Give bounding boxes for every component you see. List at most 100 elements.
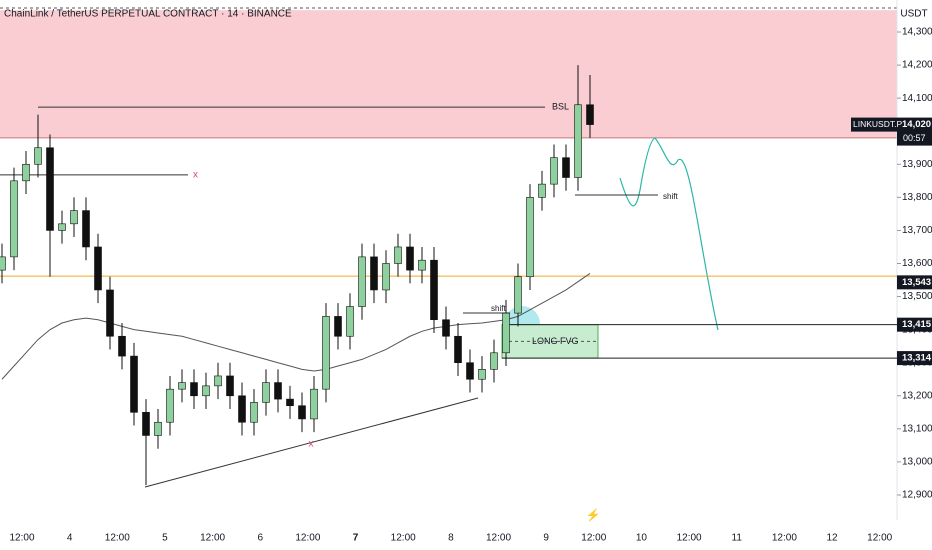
x-tick-label: 6 bbox=[257, 533, 263, 544]
fvg-label: LONG FVG bbox=[532, 336, 579, 346]
candle-body bbox=[418, 259, 426, 271]
x-tick-label: 9 bbox=[543, 533, 549, 544]
candle-body bbox=[34, 147, 42, 165]
x-tick-label: 12:00 bbox=[9, 533, 34, 544]
x-level-label: x bbox=[193, 170, 198, 181]
price-label-box bbox=[897, 117, 932, 146]
candle-body bbox=[286, 398, 294, 407]
candle-body bbox=[166, 388, 174, 423]
price-label: 14,020 bbox=[902, 119, 931, 130]
moving-average bbox=[1, 273, 591, 380]
x-tick-label: 12:00 bbox=[200, 533, 225, 544]
x-tick-label: 7 bbox=[353, 533, 359, 544]
y-tick-label: 13,100 bbox=[902, 423, 932, 434]
x-tick-label: 10 bbox=[636, 533, 648, 544]
y-tick-label: 13,700 bbox=[902, 225, 932, 236]
candle-body bbox=[298, 405, 306, 420]
price-label: 13,415 bbox=[902, 319, 932, 330]
candle-body bbox=[238, 395, 246, 423]
candle-body bbox=[154, 421, 162, 436]
y-tick-label: 13,500 bbox=[902, 291, 932, 302]
candle-body bbox=[190, 382, 198, 397]
trend-label: x bbox=[309, 439, 314, 450]
candle-body bbox=[82, 210, 90, 248]
candle-body bbox=[478, 369, 486, 380]
candle-body bbox=[250, 402, 258, 423]
candle-body bbox=[310, 388, 318, 420]
candle-body bbox=[58, 223, 66, 231]
x-tick-label: 12:00 bbox=[486, 533, 511, 544]
symbol-label: LINKUSDT.P bbox=[853, 119, 902, 129]
y-tick-label: 12,900 bbox=[902, 490, 932, 501]
candle-body bbox=[382, 263, 390, 291]
bsl-label: BSL bbox=[552, 101, 569, 111]
candle-body bbox=[322, 316, 330, 390]
candle-body bbox=[538, 183, 546, 198]
candle-body bbox=[574, 104, 582, 178]
candle-body bbox=[142, 412, 150, 436]
candle-body bbox=[466, 362, 474, 380]
candle-body bbox=[430, 259, 438, 321]
candle-body bbox=[94, 246, 102, 291]
candle-body bbox=[454, 335, 462, 364]
shift-label: shift bbox=[663, 192, 678, 201]
y-tick-label: 14,300 bbox=[902, 27, 932, 38]
x-tick-label: 12:00 bbox=[867, 533, 892, 544]
x-tick-label: 12:00 bbox=[295, 533, 320, 544]
candle-body bbox=[178, 382, 186, 390]
y-tick-label: 13,200 bbox=[902, 390, 932, 401]
candle-body bbox=[502, 312, 510, 354]
y-tick-label: 13,600 bbox=[902, 258, 932, 269]
y-tick-label: 13,800 bbox=[902, 192, 932, 203]
supply-zone bbox=[0, 10, 897, 138]
candle-body bbox=[262, 382, 270, 403]
chart-title: ChainLink / TetherUS PERPETUAL CONTRACT … bbox=[4, 9, 292, 20]
candle-body bbox=[226, 375, 234, 397]
candle-body bbox=[130, 355, 138, 413]
candle-body bbox=[550, 157, 558, 185]
x-tick-label: 8 bbox=[448, 533, 454, 544]
candle-body bbox=[394, 246, 402, 264]
x-tick-label: 12:00 bbox=[105, 533, 130, 544]
candle-body bbox=[118, 335, 126, 357]
background bbox=[0, 10, 897, 139]
trend-line bbox=[144, 397, 479, 488]
price-label: 13,543 bbox=[902, 277, 931, 288]
x-tick-label: 12:00 bbox=[772, 533, 797, 544]
candle-body bbox=[442, 319, 450, 337]
countdown-label: 00:57 bbox=[903, 133, 926, 143]
y-tick-label: 13,900 bbox=[902, 159, 932, 170]
projection-path bbox=[619, 137, 719, 331]
candle-body bbox=[490, 352, 498, 370]
candle-body bbox=[586, 104, 594, 125]
candle-body bbox=[406, 246, 414, 271]
candle-body bbox=[514, 276, 522, 314]
x-tick-label: 11 bbox=[732, 533, 743, 544]
candle-body bbox=[202, 385, 210, 397]
candle-body bbox=[0, 256, 6, 271]
candle-body bbox=[526, 197, 534, 278]
candle-body bbox=[334, 316, 342, 337]
x-tick-label: 12:00 bbox=[581, 533, 606, 544]
currency-label: USDT bbox=[900, 9, 927, 20]
candle-body bbox=[562, 157, 570, 178]
candle-body bbox=[346, 306, 354, 337]
candle-body bbox=[370, 256, 378, 291]
candle-body bbox=[214, 375, 222, 387]
candle-body bbox=[46, 147, 54, 231]
candle-body bbox=[70, 210, 78, 225]
candle-body bbox=[22, 163, 30, 182]
candle-body bbox=[106, 289, 114, 337]
event-icon: ⚡ bbox=[586, 508, 601, 522]
x-tick-label: 12:00 bbox=[391, 533, 416, 544]
x-tick-label: 5 bbox=[162, 533, 168, 544]
price-label-box bbox=[897, 351, 932, 366]
x-tick-label: 12:00 bbox=[677, 533, 702, 544]
y-tick-label: 14,200 bbox=[902, 60, 932, 71]
x-tick-label: 12 bbox=[826, 533, 838, 544]
shift-label: shift bbox=[491, 304, 506, 313]
candle-body bbox=[274, 382, 282, 400]
price-label-box bbox=[897, 317, 932, 332]
price-label-box bbox=[897, 275, 932, 290]
